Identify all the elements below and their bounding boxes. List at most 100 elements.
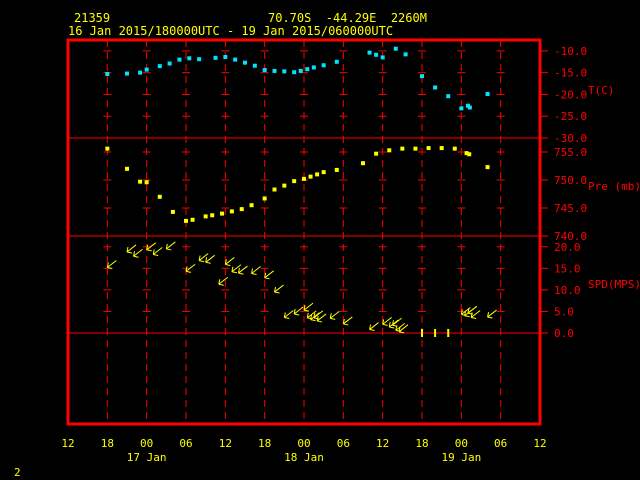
y-axis-label: T(C) [588, 84, 615, 97]
wind-speed-point [198, 253, 209, 263]
wind-speed-point [303, 302, 314, 312]
pressure-point [308, 174, 313, 179]
wind-speed-point [146, 242, 156, 252]
wind-speed-point [487, 309, 497, 319]
wind-speed-point [106, 260, 117, 269]
temperature-point [262, 68, 267, 73]
temperature-point [403, 52, 408, 57]
temperature-point [420, 74, 424, 79]
y-tick-label: -10.0 [554, 45, 587, 58]
x-day-label: 17 Jan [127, 451, 167, 464]
temperature-point [311, 65, 316, 70]
temperature-point [292, 70, 297, 75]
plot-frame [66, 38, 542, 426]
temperature-point [467, 105, 472, 110]
wind-speed-point [310, 312, 320, 322]
y-tick-label: -30.0 [554, 132, 587, 145]
pressure-point [125, 166, 129, 171]
wind-speed-point [231, 264, 242, 274]
wind-speed-point [316, 313, 327, 323]
wind-speed-point [218, 276, 229, 286]
temperature-point [334, 59, 339, 64]
x-tick-label: 06 [494, 437, 507, 450]
pressure-point [220, 211, 225, 216]
wind-speed-point [251, 266, 261, 275]
pressure-point [292, 179, 297, 184]
temperature-point [125, 71, 129, 76]
temperature-point [138, 70, 143, 75]
station-id: 21359 [74, 11, 111, 25]
wind-speed-point [133, 248, 143, 258]
pressure-point [321, 170, 326, 175]
temperature-point [167, 61, 172, 66]
temperature-point [105, 71, 110, 76]
pressure-point [170, 209, 175, 214]
pressure-point [144, 180, 149, 185]
temperature-point [446, 94, 451, 99]
wind-speed-point [382, 316, 392, 326]
y-tick-label: 0.0 [554, 327, 574, 340]
x-tick-label: 06 [337, 437, 350, 450]
temperature-point [233, 57, 238, 62]
pressure-point [374, 151, 379, 156]
pressure-point [184, 218, 188, 223]
x-tick-label: 06 [179, 437, 192, 450]
y-tick-label: -15.0 [554, 67, 587, 80]
wind-speed-point [369, 322, 379, 332]
temperature-point [197, 57, 202, 62]
temperature-point [298, 68, 303, 73]
y-tick-label: 755.0 [554, 146, 587, 159]
wind-speed-point [293, 306, 304, 316]
observation-period: 16 Jan 2015/180000UTC - 19 Jan 2015/0600… [68, 24, 394, 38]
pressure-point [302, 176, 306, 181]
wind-speed-point [165, 241, 176, 251]
x-tick-label: 12 [61, 437, 74, 450]
wind-speed-point [283, 310, 294, 319]
pressure-point [315, 172, 320, 177]
x-tick-label: 12 [376, 437, 389, 450]
x-tick-label: 18 [415, 437, 428, 450]
temperature-point [374, 52, 379, 57]
pressure-point [439, 146, 444, 151]
temperature-point [213, 55, 218, 60]
x-tick-label: 18 [101, 437, 114, 450]
y-tick-label: -20.0 [554, 88, 587, 101]
x-day-label: 19 Jan [441, 451, 481, 464]
temperature-point [321, 63, 326, 68]
y-tick-label: 750.0 [554, 174, 587, 187]
temperature-point [459, 106, 464, 111]
temperature-point [367, 50, 372, 55]
x-day-label: 18 Jan [284, 451, 324, 464]
pressure-point [210, 213, 215, 218]
wind-speed-point [398, 324, 409, 334]
wind-speed-point [152, 247, 163, 257]
wind-speed-point [388, 319, 399, 329]
y-tick-label: -25.0 [554, 110, 587, 123]
y-tick-label: 745.0 [554, 202, 587, 215]
temperature-point [485, 92, 490, 97]
pressure-point [262, 196, 267, 201]
wind-speed-point [205, 254, 215, 264]
wind-speed-point [274, 284, 284, 294]
pressure-point [467, 152, 472, 157]
x-tick-label: 00 [140, 437, 153, 450]
page-number: 2 [14, 466, 21, 479]
y-tick-label: 20.0 [554, 241, 581, 254]
pressure-point [334, 167, 339, 172]
pressure-point [105, 146, 110, 151]
pressure-point [138, 179, 143, 184]
wind-speed-point [185, 263, 196, 273]
pressure-point [282, 183, 287, 188]
pressure-point [413, 146, 418, 151]
y-tick-label: 740.0 [554, 230, 587, 243]
pressure-point [485, 165, 490, 170]
temperature-point [187, 56, 192, 61]
wind-speed-point [126, 244, 137, 254]
y-tick-label: 5.0 [554, 305, 574, 318]
y-axis-label: SPD(MPS) [588, 278, 640, 291]
pressure-point [361, 161, 365, 166]
temperature-point [157, 64, 162, 69]
temperature-point [243, 60, 247, 65]
pressure-point [203, 214, 208, 219]
